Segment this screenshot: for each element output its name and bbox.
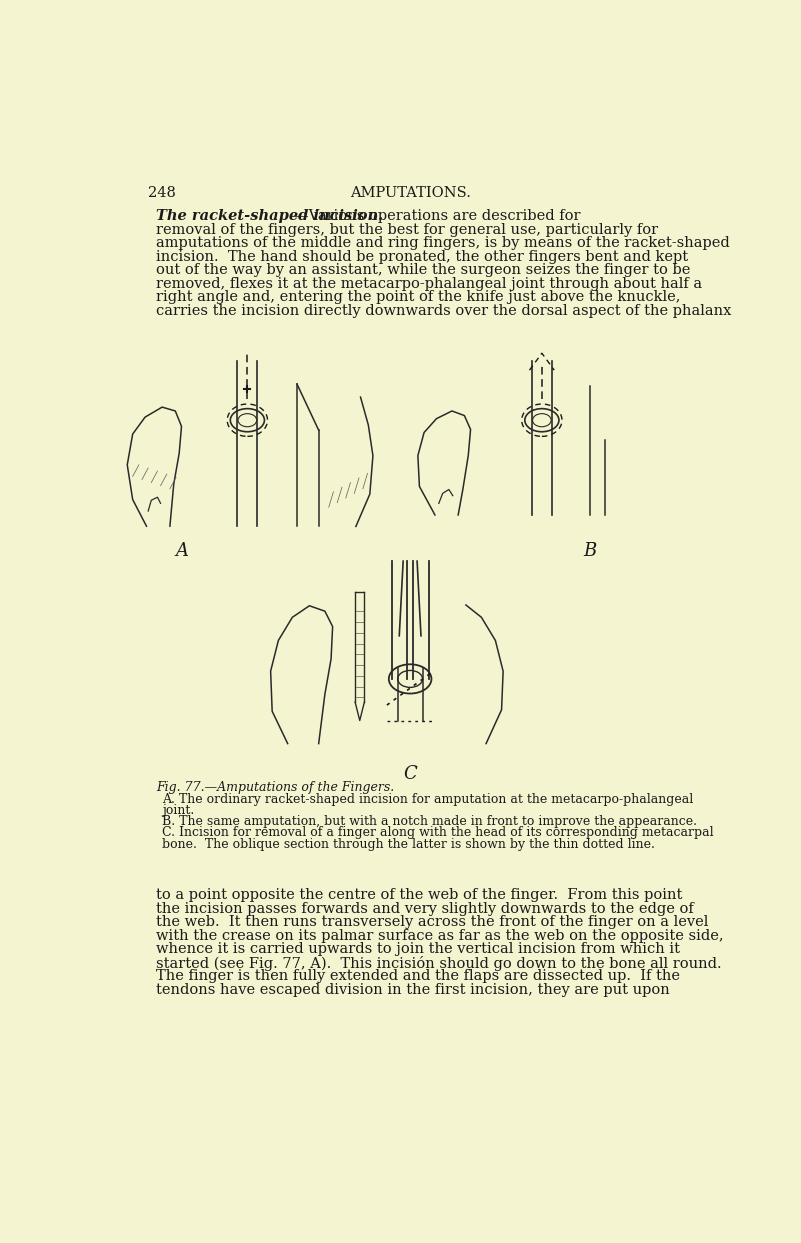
Text: tendons have escaped division in the first incision, they are put upon: tendons have escaped division in the fir… — [156, 983, 670, 997]
Text: amputations of the middle and ring fingers, is by means of the racket-shaped: amputations of the middle and ring finge… — [156, 236, 730, 250]
Text: right angle and, entering the point of the knife just above the knuckle,: right angle and, entering the point of t… — [156, 290, 680, 305]
Text: The racket-shaped incision.: The racket-shaped incision. — [156, 209, 383, 224]
Text: 248: 248 — [148, 186, 176, 200]
Text: whence it is carried upwards to join the vertical incision from which it: whence it is carried upwards to join the… — [156, 942, 680, 956]
Text: with the crease on its palmar surface as far as the web on the opposite side,: with the crease on its palmar surface as… — [156, 929, 723, 942]
Text: The finger is then fully extended and the flaps are dissected up.  If the: The finger is then fully extended and th… — [156, 970, 680, 983]
Text: incision.  The hand should be pronated, the other fingers bent and kept: incision. The hand should be pronated, t… — [156, 250, 688, 264]
Text: joint.: joint. — [162, 804, 195, 817]
Text: A. The ordinary racket-shaped incision for amputation at the metacarpo-phalangea: A. The ordinary racket-shaped incision f… — [162, 793, 694, 805]
Text: AMPUTATIONS.: AMPUTATIONS. — [350, 186, 470, 200]
Text: to a point opposite the centre of the web of the finger.  From this point: to a point opposite the centre of the we… — [156, 889, 682, 902]
Text: A: A — [175, 542, 188, 559]
Text: started (see Fig. 77, A).  This incisión should go down to the bone all round.: started (see Fig. 77, A). This incisión … — [156, 956, 722, 971]
Text: bone.  The oblique section through the latter is shown by the thin dotted line.: bone. The oblique section through the la… — [162, 838, 655, 850]
Text: —Various operations are described for: —Various operations are described for — [294, 209, 581, 224]
Text: B: B — [583, 542, 597, 559]
Text: removed, flexes it at the metacarpo-phalangeal joint through about half a: removed, flexes it at the metacarpo-phal… — [156, 277, 702, 291]
Text: C. Incision for removal of a finger along with the head of its corresponding met: C. Incision for removal of a finger alon… — [162, 827, 714, 839]
Text: the incision passes forwards and very slightly downwards to the edge of: the incision passes forwards and very sl… — [156, 902, 694, 916]
Text: carries the incision directly downwards over the dorsal aspect of the phalanx: carries the incision directly downwards … — [156, 303, 731, 317]
Text: the web.  It then runs transversely across the front of the finger on a level: the web. It then runs transversely acros… — [156, 915, 708, 930]
Text: removal of the fingers, but the best for general use, particularly for: removal of the fingers, but the best for… — [156, 222, 658, 236]
Text: B. The same amputation, but with a notch made in front to improve the appearance: B. The same amputation, but with a notch… — [162, 815, 697, 828]
Text: C: C — [403, 766, 417, 783]
Text: Fig. 77.—Amputations of the Fingers.: Fig. 77.—Amputations of the Fingers. — [156, 781, 394, 793]
Text: out of the way by an assistant, while the surgeon seizes the finger to be: out of the way by an assistant, while th… — [156, 264, 690, 277]
